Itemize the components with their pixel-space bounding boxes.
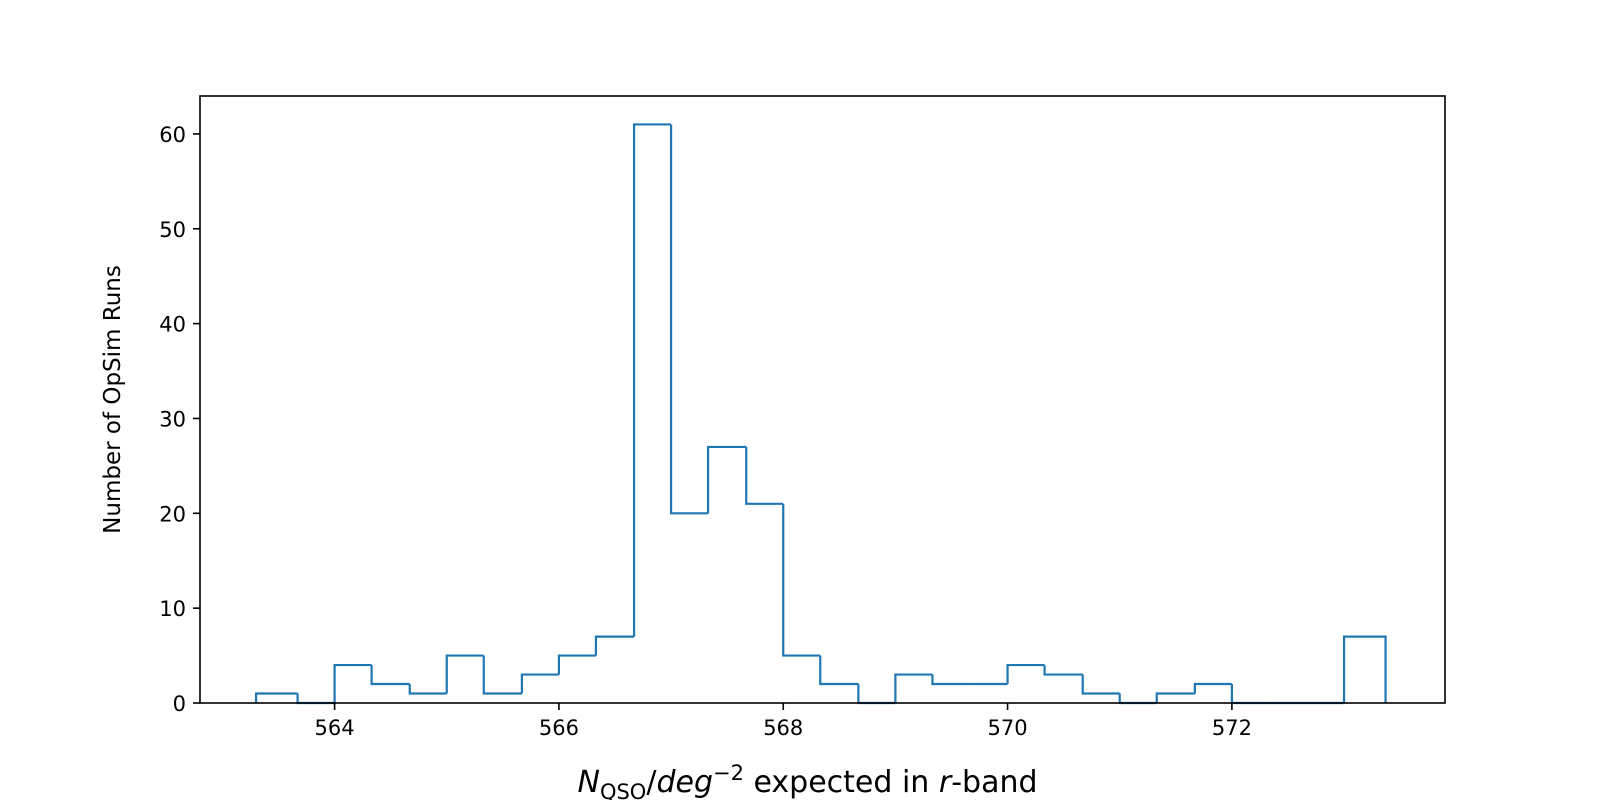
x-label-suffix: -band (951, 765, 1037, 800)
y-tick-label: 0 (173, 692, 186, 716)
x-label-slash: / (646, 765, 657, 800)
histogram-bin (370, 665, 410, 686)
histogram-bin (445, 654, 484, 694)
y-tick-label: 20 (159, 502, 186, 526)
x-tick-label: 572 (1212, 716, 1252, 740)
histogram-bin (1193, 682, 1232, 694)
histogram-bin (1342, 635, 1387, 703)
histogram-bin (1155, 692, 1195, 703)
histogram-bin (632, 123, 672, 637)
x-tick-label: 564 (315, 716, 355, 740)
x-axis-ticks: 564 566 568 570 572 (315, 703, 1252, 740)
histogram-bin (1118, 693, 1157, 705)
histogram-bin (669, 124, 709, 515)
y-axis-ticks: 0 10 20 30 40 50 60 (159, 123, 200, 716)
y-tick-label: 50 (159, 218, 186, 242)
histogram-bin (296, 693, 335, 705)
histogram-bin (857, 684, 896, 705)
histogram-bin (254, 692, 298, 703)
histogram-bin (894, 673, 933, 703)
histogram-bin (819, 655, 859, 686)
histogram-bin (408, 684, 447, 695)
x-tick-label: 566 (539, 716, 579, 740)
x-label-subscript: QSO (600, 780, 646, 800)
histogram-bin (557, 654, 596, 675)
y-tick-label: 40 (159, 313, 186, 337)
x-label-unit: deg (656, 765, 713, 800)
y-tick-label: 30 (159, 407, 186, 431)
x-label-band: r (939, 765, 953, 800)
histogram-bin (782, 503, 821, 657)
histogram-bin (931, 674, 971, 686)
y-axis-label: Number of OpSim Runs (100, 265, 126, 534)
histogram-bin (1006, 663, 1045, 685)
histogram-bin (745, 446, 784, 505)
y-tick-label: 60 (159, 123, 186, 147)
x-tick-label: 570 (988, 716, 1028, 740)
histogram-bin (1081, 674, 1120, 695)
histogram-bin (520, 673, 559, 694)
histogram-bin (1230, 684, 1269, 705)
x-tick-label: 568 (763, 716, 803, 740)
histogram-bin (1043, 665, 1083, 676)
y-tick-label: 10 (159, 597, 186, 621)
axes-frame (199, 95, 1446, 704)
histogram-bin (482, 655, 522, 695)
x-label-symbol: N (577, 765, 599, 800)
x-axis-label: NQSO/deg−2 expected in r-band (577, 761, 1037, 800)
histogram-bin (594, 635, 635, 656)
x-label-superscript: −2 (713, 761, 744, 785)
histogram-bin (333, 663, 372, 703)
histogram-bin (706, 445, 747, 514)
x-label-middle: expected in (744, 765, 939, 800)
histogram-series (254, 123, 1387, 705)
